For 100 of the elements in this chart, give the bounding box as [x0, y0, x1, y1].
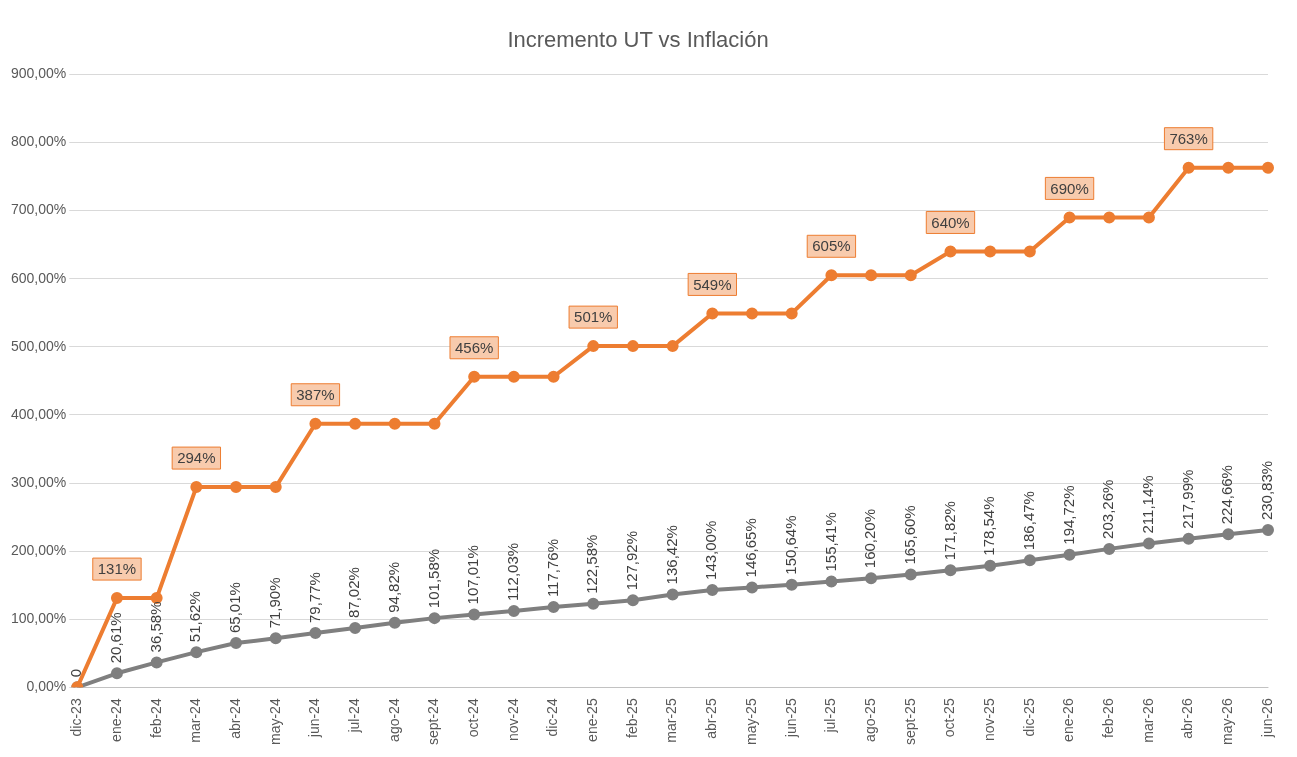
point: [785, 578, 798, 591]
data-label: 186,47%: [1019, 491, 1037, 551]
data-label: 122,58%: [583, 534, 601, 594]
x-tick-label: sept-24: [425, 698, 442, 746]
point: [706, 583, 719, 596]
x-tick-label: jun-24: [306, 698, 323, 739]
point: [547, 370, 560, 383]
data-label: 87,02%: [345, 567, 363, 619]
x-tick-label: mar-24: [187, 698, 204, 743]
point: [1103, 542, 1116, 555]
data-label: 36,58%: [146, 601, 164, 653]
data-label: 217,99%: [1178, 469, 1196, 529]
data-label: 501%: [574, 308, 613, 326]
x-tick-label: feb-24: [147, 698, 164, 739]
x-tick-label: ago-24: [385, 698, 402, 742]
x-tick-label: abr-24: [226, 698, 243, 739]
point: [626, 340, 639, 353]
point: [746, 307, 759, 320]
point: [547, 601, 560, 614]
x-tick-label: sept-25: [901, 698, 918, 746]
data-label: 211,14%: [1139, 475, 1157, 534]
point: [1063, 211, 1076, 224]
y-tick-label: 800,00%: [10, 133, 67, 150]
data-label: 640%: [931, 213, 970, 231]
data-label: 107,01%: [464, 545, 482, 605]
x-tick-label: abr-26: [1179, 698, 1196, 739]
point: [230, 637, 243, 650]
point: [746, 581, 759, 594]
point: [110, 667, 123, 680]
data-label: 171,82%: [940, 501, 958, 561]
point: [1182, 532, 1195, 545]
x-tick-label: ene-25: [584, 698, 601, 742]
point: [1063, 548, 1076, 561]
x-tick-label: jul-25: [822, 698, 839, 734]
data-label: 203,26%: [1099, 479, 1117, 539]
point: [190, 481, 203, 494]
y-tick-label: 600,00%: [10, 269, 67, 286]
point: [984, 245, 997, 258]
point: [1142, 537, 1155, 550]
point: [1262, 524, 1274, 537]
x-tick-label: ene-26: [1060, 698, 1077, 742]
data-label: 112,03%: [504, 542, 522, 602]
data-label: 224,66%: [1218, 465, 1236, 525]
y-tick-label: 0,00%: [26, 678, 67, 695]
point: [349, 417, 362, 430]
data-label: 165,60%: [900, 505, 918, 565]
y-tick-label: 300,00%: [10, 473, 67, 490]
point: [309, 417, 322, 430]
x-tick-label: dic-23: [68, 698, 85, 737]
point: [904, 568, 917, 581]
x-tick-label: nov-25: [981, 698, 998, 742]
data-label: 127,92%: [623, 530, 641, 591]
point: [1023, 554, 1036, 567]
point: [825, 269, 838, 282]
data-label: 387%: [296, 385, 335, 403]
data-label: 605%: [812, 237, 851, 255]
data-label: 65,01%: [226, 582, 244, 634]
point: [904, 269, 917, 282]
x-tick-label: may-25: [742, 698, 759, 745]
point: [1142, 211, 1155, 224]
data-label: 690%: [1050, 179, 1089, 197]
data-label: 763%: [1169, 129, 1208, 147]
point: [944, 245, 957, 258]
point: [1182, 161, 1195, 174]
data-label: 294%: [177, 449, 216, 467]
point: [1023, 245, 1036, 258]
point: [388, 417, 401, 430]
y-tick-label: 900,00%: [10, 65, 67, 82]
point: [666, 340, 679, 353]
data-label: 71,90%: [265, 577, 283, 629]
point: [468, 370, 481, 383]
point: [1103, 211, 1116, 224]
point: [865, 572, 878, 585]
point: [825, 575, 838, 588]
y-tick-label: 400,00%: [10, 405, 67, 422]
point: [1222, 528, 1235, 541]
y-tick-label: 100,00%: [10, 610, 67, 627]
point: [706, 307, 719, 320]
data-label: 131%: [97, 560, 137, 578]
x-tick-label: jun-25: [782, 698, 799, 739]
x-tick-label: mar-26: [1139, 698, 1156, 743]
data-label: 146,65%: [742, 518, 760, 578]
data-label: 150,64%: [781, 515, 799, 575]
x-tick-label: jul-24: [345, 698, 362, 734]
x-tick-label: jun-26: [1258, 698, 1275, 739]
x-tick-label: nov-24: [504, 698, 521, 742]
point: [190, 646, 203, 659]
data-label: 456%: [454, 338, 494, 356]
point: [507, 605, 520, 618]
point: [110, 592, 123, 605]
point: [984, 559, 997, 572]
point: [944, 564, 957, 577]
y-tick-label: 500,00%: [10, 337, 67, 354]
point: [865, 269, 878, 282]
point: [507, 370, 520, 383]
x-tick-label: feb-25: [623, 698, 640, 739]
point: [626, 594, 639, 607]
chart-title: Incremento UT vs Inflación: [507, 27, 769, 53]
x-tick-label: dic-25: [1020, 698, 1037, 737]
x-tick-label: oct-24: [465, 698, 482, 738]
